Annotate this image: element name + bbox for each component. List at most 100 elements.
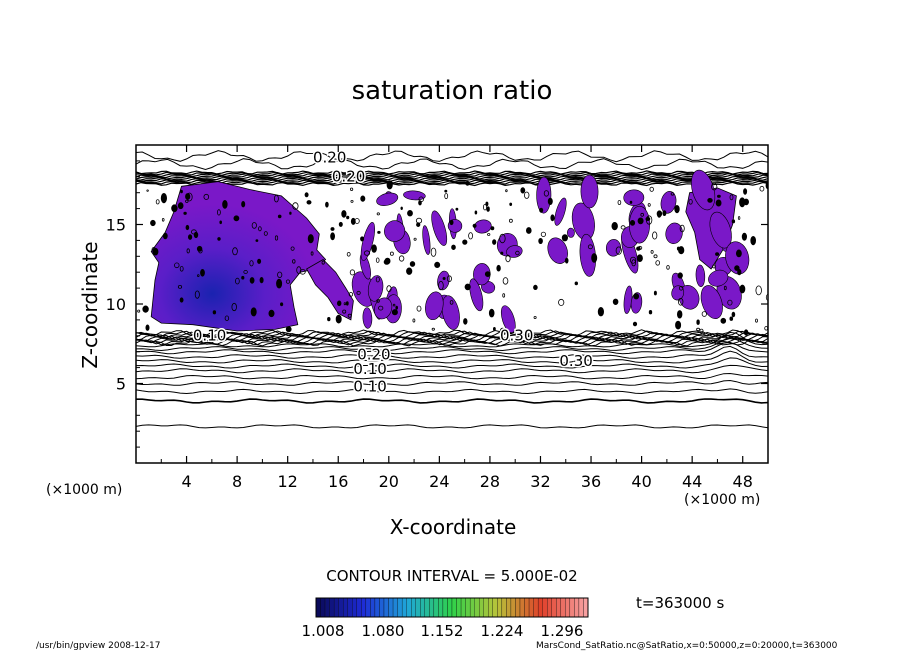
contour-speckle: [183, 211, 187, 215]
contour-label: 0.10: [353, 360, 386, 378]
contour-speckle: [430, 247, 437, 257]
contour-speckle: [666, 265, 670, 270]
contour-speckle: [142, 305, 149, 313]
contour-speckle: [348, 292, 354, 297]
contour-speckle: [696, 319, 700, 325]
contour-line: [136, 398, 768, 404]
colorbar-cell: [469, 597, 475, 618]
contour-speckle: [499, 327, 506, 335]
contour-speckle: [190, 229, 197, 235]
colorbar-cell: [492, 597, 498, 618]
colorbar-cell: [524, 597, 530, 618]
x-tick-label: 40: [631, 472, 651, 491]
contour-speckle: [520, 187, 526, 194]
contour-speckle: [162, 232, 168, 240]
contour-line: [136, 158, 768, 171]
contour-speckle: [731, 311, 736, 318]
contour-speckle: [488, 308, 495, 318]
contour-line: [136, 364, 768, 374]
contour-speckle: [371, 244, 377, 253]
contour-speckle: [670, 192, 675, 196]
contour-speckle: [743, 188, 748, 195]
time-label: t=363000 s: [636, 594, 725, 612]
contour-speckle: [258, 226, 262, 232]
contour-speckle: [729, 194, 734, 201]
contour-speckle: [194, 290, 200, 299]
contour-speckle: [416, 222, 421, 228]
contour-speckle: [235, 277, 240, 285]
supersaturated-filament: [384, 220, 406, 242]
contour-label: 0.10: [353, 377, 386, 395]
supersaturated-filament: [473, 219, 492, 234]
contour-speckle: [561, 234, 569, 242]
contour-speckle: [412, 318, 416, 323]
supersaturated-filament: [566, 227, 575, 238]
contour-speckle: [637, 217, 644, 225]
contour-speckle: [492, 326, 496, 331]
contour-speckle: [330, 232, 336, 241]
colorbar-cell: [429, 597, 435, 618]
colorbar-cell: [424, 597, 430, 618]
supersaturated-filament: [367, 275, 384, 302]
colorbar-cell: [574, 597, 580, 618]
contour-line: [136, 357, 768, 369]
footer-right: MarsCond_SatRatio.nc@SatRatio,x=0:50000,…: [536, 641, 838, 651]
contour-speckle: [653, 254, 658, 259]
contour-speckle: [657, 212, 662, 218]
colorbar-cell: [406, 597, 412, 618]
contour-speckle: [378, 305, 384, 311]
contour-speckle: [289, 211, 292, 215]
colorbar-cell: [361, 597, 367, 618]
contour-speckle: [591, 253, 598, 263]
contour-speckle: [243, 269, 248, 274]
x-tick-label: 28: [480, 472, 500, 491]
contour-speckle: [677, 310, 683, 319]
contour-line: [136, 424, 768, 429]
contour-speckle: [492, 239, 497, 245]
contour-speckle: [354, 218, 360, 224]
contour-speckle: [277, 271, 283, 278]
contour-speckle: [407, 209, 413, 217]
contour-speckle: [395, 305, 399, 310]
contour-speckle: [496, 264, 501, 272]
contour-line: [136, 345, 768, 359]
contour-speckle: [342, 309, 347, 314]
contour-speckle: [279, 302, 284, 307]
contour-speckle: [739, 284, 746, 294]
contour-speckle: [350, 199, 354, 203]
contour-speckle: [285, 326, 292, 333]
contour-speckle: [325, 201, 329, 208]
colorbar-cell: [379, 597, 385, 618]
x-tick-label: 24: [429, 472, 449, 491]
contour-line: [136, 331, 768, 348]
contour-speckle: [249, 260, 254, 267]
contour-speckle: [538, 237, 543, 244]
colorbar-cell: [497, 597, 503, 618]
contour-speckle: [375, 276, 380, 283]
colorbar-tick-label: 1.080: [361, 622, 405, 640]
contour-speckle: [640, 212, 644, 217]
contour-speckle: [290, 246, 295, 251]
contour-label: 0.20: [357, 346, 390, 364]
contour-speckle: [755, 318, 758, 323]
colorbar-cell: [338, 597, 344, 618]
contour-speckle: [464, 283, 471, 291]
colorbar-cell: [528, 597, 534, 618]
supersaturated-filament: [536, 176, 552, 214]
contour-speckle: [564, 257, 569, 264]
colorbar-cell: [343, 597, 348, 618]
contour-speckle: [674, 205, 680, 214]
contour-line: [136, 372, 768, 380]
contour-line: [136, 170, 768, 175]
supersaturated-filament: [547, 237, 568, 264]
colorbar-cell: [433, 597, 439, 618]
contour-speckle: [675, 320, 682, 330]
contour-speckle: [171, 204, 178, 213]
supersaturated-filament: [376, 192, 399, 206]
colorbar-cell: [547, 597, 552, 618]
contour-speckle: [648, 310, 653, 315]
contour-speckle: [146, 189, 149, 192]
contour-speckle: [263, 231, 268, 236]
contour-speckle: [360, 236, 365, 242]
